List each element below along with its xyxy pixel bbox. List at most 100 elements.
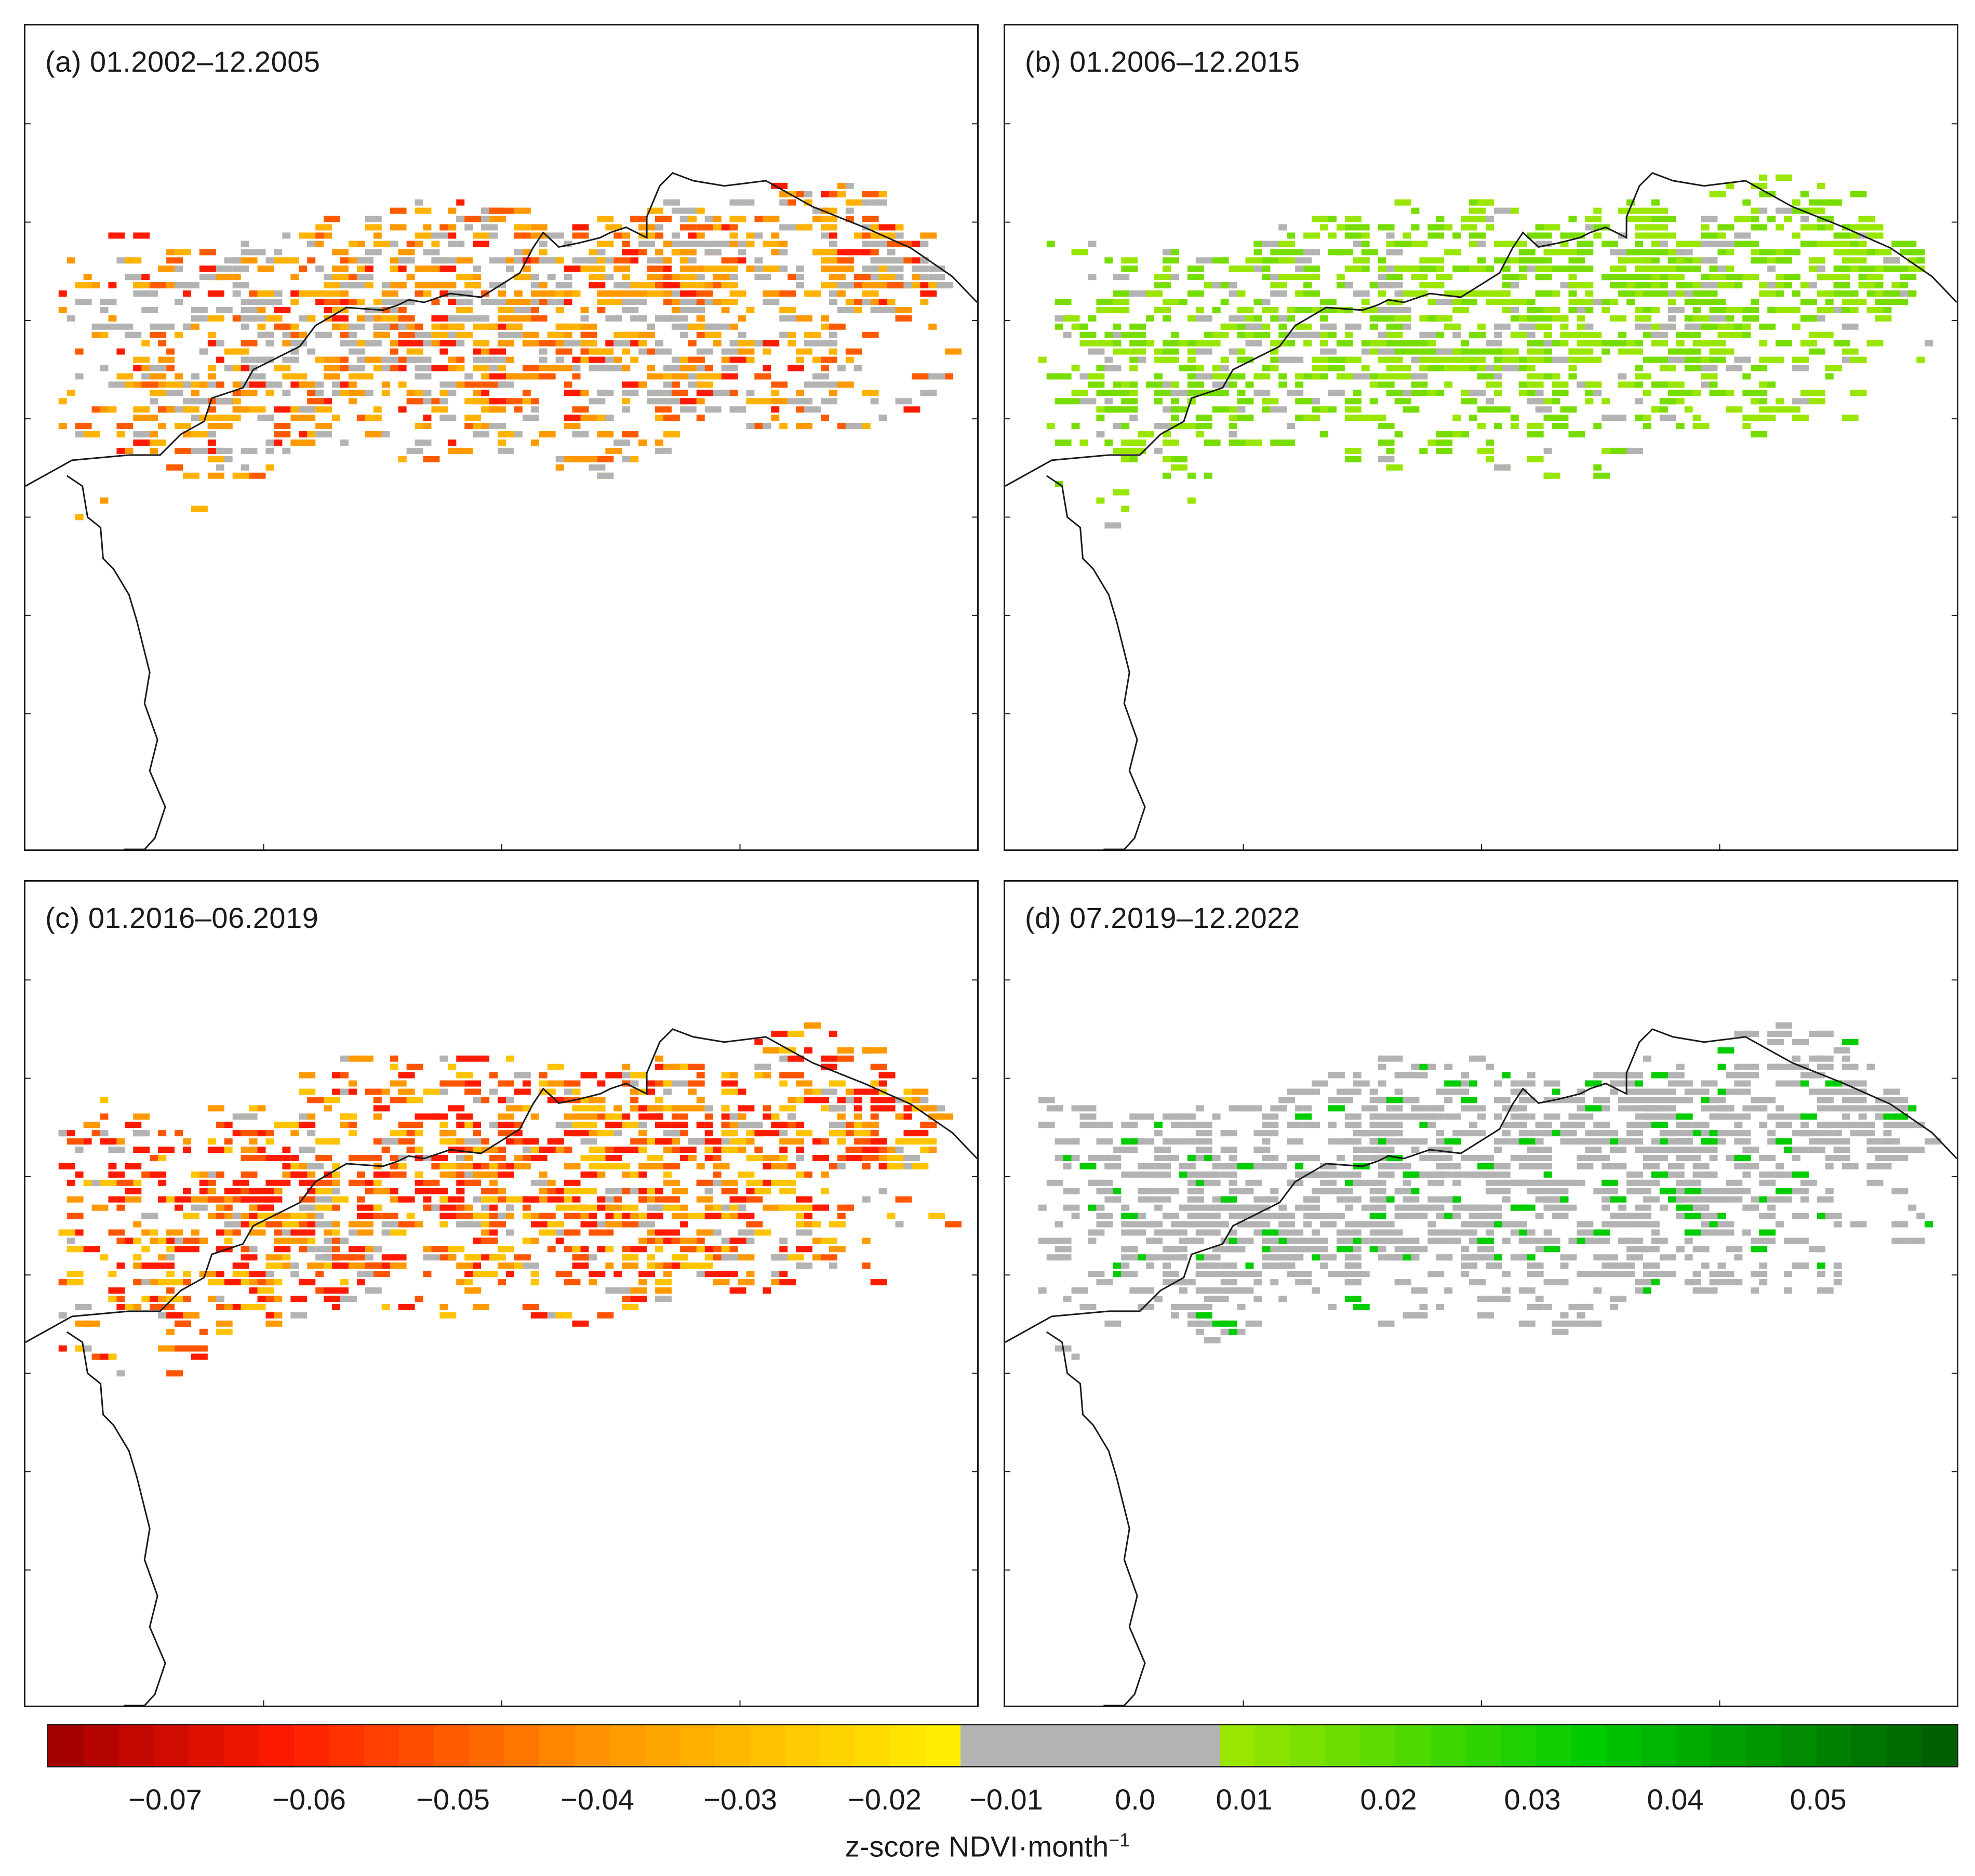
ndvi-pixel xyxy=(175,1204,183,1211)
ndvi-pixel xyxy=(679,307,688,313)
ndvi-pixel xyxy=(837,182,846,189)
ndvi-pixel xyxy=(647,1229,656,1236)
ndvi-pixel xyxy=(274,1312,283,1319)
ndvi-pixel xyxy=(630,257,639,264)
ndvi-pixel xyxy=(1908,1238,1925,1244)
ndvi-pixel xyxy=(887,249,896,256)
ndvi-pixel xyxy=(1585,307,1594,313)
ndvi-pixel xyxy=(796,1221,805,1228)
ndvi-pixel xyxy=(1121,1221,1130,1228)
ndvi-pixel xyxy=(398,456,407,462)
ndvi-pixel xyxy=(1493,257,1511,264)
ndvi-pixel xyxy=(1751,398,1759,405)
ndvi-pixel xyxy=(530,1113,539,1120)
ndvi-pixel xyxy=(1726,406,1743,413)
ndvi-pixel xyxy=(704,282,713,289)
ndvi-pixel xyxy=(663,1271,672,1278)
ndvi-pixel xyxy=(324,365,341,371)
ndvi-pixel xyxy=(398,265,407,272)
ndvi-pixel xyxy=(307,1262,324,1269)
ndvi-pixel xyxy=(100,1113,109,1120)
ndvi-pixel xyxy=(1543,331,1552,338)
ndvi-pixel xyxy=(1692,415,1701,421)
ndvi-pixel xyxy=(489,207,498,214)
ndvi-pixel xyxy=(1585,290,1594,297)
ndvi-pixel xyxy=(481,1138,490,1145)
ndvi-pixel xyxy=(216,356,224,363)
ndvi-pixel xyxy=(655,1122,672,1128)
ndvi-pixel xyxy=(1593,390,1602,396)
ndvi-pixel xyxy=(1419,365,1428,371)
ndvi-pixel xyxy=(912,373,920,380)
ndvi-pixel xyxy=(1154,423,1171,430)
ndvi-pixel xyxy=(1833,249,1850,256)
ndvi-pixel xyxy=(870,1105,879,1112)
ndvi-pixel xyxy=(1369,340,1386,347)
ndvi-pixel xyxy=(853,274,871,281)
ndvi-pixel xyxy=(1444,1113,1461,1120)
ndvi-pixel xyxy=(630,356,639,363)
ndvi-pixel xyxy=(763,1287,771,1294)
ndvi-pixel xyxy=(307,1171,316,1178)
ndvi-pixel xyxy=(1618,257,1635,264)
ndvi-pixel xyxy=(315,232,324,239)
ndvi-pixel xyxy=(1344,398,1362,405)
ndvi-pixel xyxy=(183,1271,191,1278)
ndvi-pixel xyxy=(1469,415,1478,421)
ndvi-pixel xyxy=(1709,1229,1718,1236)
ndvi-pixel xyxy=(340,257,349,264)
ndvi-pixel xyxy=(158,1345,175,1352)
ndvi-pixel xyxy=(1792,1147,1809,1153)
ndvi-pixel xyxy=(1485,224,1494,231)
ndvi-pixel xyxy=(232,472,249,479)
ndvi-pixel xyxy=(655,1138,672,1145)
ndvi-pixel xyxy=(166,1271,175,1278)
ndvi-pixel xyxy=(1568,282,1577,289)
ndvi-pixel xyxy=(1295,323,1312,330)
ndvi-pixel xyxy=(498,431,514,437)
ndvi-pixel xyxy=(1510,331,1527,338)
ndvi-pixel xyxy=(746,307,755,313)
ndvi-pixel xyxy=(1154,1122,1163,1128)
ndvi-pixel xyxy=(1121,265,1138,272)
ndvi-pixel xyxy=(895,257,904,264)
ndvi-pixel xyxy=(481,216,490,222)
ndvi-pixel xyxy=(423,1254,440,1261)
ndvi-pixel xyxy=(622,249,639,256)
ndvi-pixel xyxy=(638,1238,647,1244)
ndvi-pixel xyxy=(1751,224,1768,231)
ndvi-pixel xyxy=(638,1271,656,1278)
ndvi-pixel xyxy=(1485,456,1494,462)
ndvi-pixel xyxy=(796,224,813,231)
ndvi-pixel xyxy=(505,1105,523,1112)
ndvi-pixel xyxy=(1361,373,1370,380)
ndvi-pixel xyxy=(448,1080,465,1087)
ndvi-pixel xyxy=(340,1113,349,1120)
ndvi-pixel xyxy=(796,406,805,413)
ndvi-pixel xyxy=(1195,373,1212,380)
ndvi-pixel xyxy=(1278,381,1287,388)
ndvi-pixel xyxy=(116,373,134,380)
ndvi-pixel xyxy=(456,1072,473,1079)
ndvi-pixel xyxy=(439,1196,448,1203)
ndvi-pixel xyxy=(307,1113,316,1120)
ndvi-pixel xyxy=(589,1097,606,1103)
ndvi-pixel xyxy=(1643,1155,1651,1161)
ndvi-pixel xyxy=(1154,307,1171,313)
ndvi-pixel xyxy=(1891,1188,1909,1194)
ndvi-pixel xyxy=(1369,373,1378,380)
ndvi-pixel xyxy=(133,1279,142,1286)
ndvi-pixel xyxy=(895,282,912,289)
ndvi-pixel xyxy=(1841,307,1850,313)
ndvi-pixel xyxy=(1419,282,1428,289)
ndvi-pixel xyxy=(348,1246,365,1253)
ndvi-pixel xyxy=(1792,232,1800,239)
ndvi-pixel xyxy=(75,1320,92,1327)
ndvi-pixel xyxy=(1295,415,1312,421)
ndvi-pixel xyxy=(1477,406,1494,413)
ndvi-pixel xyxy=(522,1163,531,1169)
ndvi-pixel xyxy=(530,307,539,313)
ndvi-pixel xyxy=(1485,381,1502,388)
ndvi-pixel xyxy=(1759,1171,1776,1178)
ndvi-pixel xyxy=(116,348,125,355)
